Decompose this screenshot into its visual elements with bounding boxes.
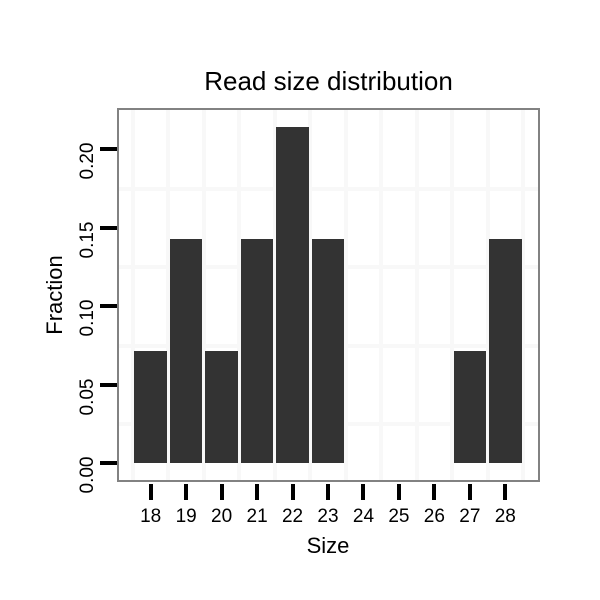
x-tick-mark [148, 484, 153, 500]
minor-gridline-y [119, 186, 538, 191]
minor-gridline-x [450, 110, 455, 480]
bar [240, 238, 274, 464]
y-tick-mark [100, 147, 117, 152]
minor-gridline-x [166, 110, 171, 480]
x-tick-label: 21 [246, 506, 268, 527]
minor-gridline-x [485, 110, 490, 480]
minor-gridline-x [414, 110, 419, 480]
y-tick-label: 0.00 [77, 456, 98, 494]
y-tick-label: 0.05 [77, 378, 98, 416]
minor-gridline-x [379, 110, 384, 480]
x-tick-mark [219, 484, 224, 500]
y-axis-title: Fraction [42, 255, 67, 335]
x-tick-label: 27 [459, 506, 481, 527]
x-tick-label: 26 [423, 506, 445, 527]
bar [488, 238, 522, 464]
y-tick-label: 0.15 [77, 221, 98, 259]
chart-title: Read size distribution [204, 66, 453, 96]
x-tick-mark [184, 484, 189, 500]
x-tick-label: 22 [281, 506, 304, 527]
minor-gridline-x [272, 110, 277, 480]
y-tick-label: 0.10 [77, 299, 98, 337]
x-tick-mark [361, 484, 366, 500]
plot-panel [117, 108, 540, 482]
minor-gridline-x [201, 110, 206, 480]
minor-gridline-x [343, 110, 348, 480]
minor-gridline-x [237, 110, 242, 480]
bar [169, 238, 203, 464]
x-tick-mark [326, 484, 330, 500]
y-tick-mark [100, 461, 117, 466]
minor-gridline-x [308, 110, 313, 480]
y-tick-mark [100, 382, 117, 387]
x-tick-mark [432, 484, 437, 500]
x-tick-mark [290, 484, 295, 500]
y-tick-label: 0.20 [77, 142, 98, 180]
x-tick-label: 18 [140, 506, 162, 527]
x-tick-label: 24 [352, 506, 375, 527]
minor-gridline-x [521, 110, 526, 480]
x-tick-mark [467, 484, 472, 500]
bars-layer [119, 110, 538, 480]
bar [311, 238, 345, 464]
x-tick-label: 20 [211, 506, 233, 527]
y-tick-mark [100, 304, 117, 309]
x-tick-mark [255, 484, 260, 500]
x-tick-label: 23 [317, 506, 339, 527]
bar [276, 126, 309, 464]
x-tick-label: 19 [175, 506, 197, 527]
minor-gridline-x [130, 110, 135, 480]
x-tick-label: 28 [494, 506, 516, 527]
x-axis-title: Size [306, 533, 350, 558]
bar [205, 351, 238, 464]
x-tick-mark [396, 484, 401, 500]
x-tick-label: 25 [388, 506, 410, 527]
x-tick-mark [503, 484, 508, 500]
bar [134, 351, 167, 464]
y-tick-mark [100, 225, 117, 230]
bar [453, 351, 487, 464]
